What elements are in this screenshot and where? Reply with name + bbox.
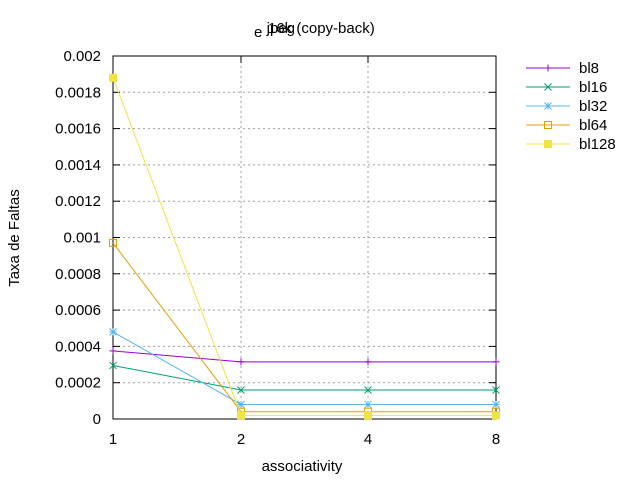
chart-title-rest: 16k (copy-back) [268, 20, 375, 37]
legend: bl8 bl16 bl32 bl64 bl128 [526, 60, 616, 153]
ticks-layer: 0 0.0002 0.0004 0.0006 0.0008 0.001 0.0012 0.00… [55, 48, 500, 448]
legend-item-bl32: bl32 [526, 98, 607, 115]
y-tick-label: 0.0008 [55, 266, 101, 283]
data-point-bl128 [109, 73, 117, 82]
data-point-bl16 [109, 361, 117, 370]
legend-label: bl8 [579, 60, 599, 77]
x-tick-label: 2 [237, 431, 245, 448]
legend-marker [544, 83, 552, 91]
data-point-bl32 [492, 400, 500, 409]
y-tick-label: 0.001 [63, 230, 101, 247]
series-line-bl64 [112, 242, 496, 413]
legend-item-bl8: bl8 [526, 60, 599, 77]
y-tick-label: 0.0006 [55, 302, 101, 319]
legend-marker [544, 64, 552, 72]
y-tick-label: 0.0004 [55, 338, 101, 355]
y-tick-label: 0 [93, 411, 101, 428]
data-point-bl32 [237, 400, 245, 409]
data-point-bl8 [237, 358, 245, 366]
legend-label: bl16 [579, 79, 607, 96]
data-point-bl8 [364, 358, 372, 366]
data-point-bl16 [364, 386, 372, 394]
series-bl8 [109, 347, 500, 366]
series-line-bl32 [112, 331, 496, 405]
y-tick-label: 0.0016 [55, 121, 101, 138]
data-point-bl32 [364, 400, 372, 409]
series-bl16 [109, 361, 500, 394]
data-point-bl16 [492, 386, 500, 394]
series-bl32 [109, 328, 500, 409]
y-tick-label: 0.0018 [55, 84, 101, 101]
data-point-bl8 [109, 347, 117, 355]
data-point-bl128 [492, 411, 500, 420]
series-bl64 [109, 238, 500, 416]
series-bl128 [109, 73, 500, 420]
series-line-bl8 [112, 350, 496, 363]
data-point-bl128 [237, 411, 245, 420]
legend-label: bl128 [579, 136, 616, 153]
legend-marker [544, 140, 552, 148]
legend-label: bl64 [579, 117, 607, 134]
chart-title-main: jpeg [266, 20, 295, 37]
y-tick-label: 0.0014 [55, 157, 101, 174]
data-point-bl64 [109, 238, 117, 247]
y-axis-title: Taxa de Faltas [6, 189, 23, 287]
chart-title-subscript: e [254, 24, 262, 41]
legend-label: bl32 [579, 98, 607, 115]
x-tick-label: 8 [492, 431, 500, 448]
y-tick-label: 0.002 [63, 48, 101, 65]
x-tick-label: 4 [364, 431, 372, 448]
y-tick-label: 0.0002 [55, 375, 101, 392]
data-point-bl8 [492, 358, 500, 366]
legend-item-bl16: bl16 [526, 79, 607, 96]
legend-item-bl64: bl64 [526, 117, 607, 134]
data-point-bl32 [109, 328, 117, 336]
legend-marker [544, 121, 552, 129]
series-line-bl16 [112, 364, 496, 391]
series-layer [109, 73, 500, 420]
x-tick-label: 1 [109, 431, 117, 448]
legend-marker [544, 102, 552, 110]
legend-item-bl128: bl128 [526, 136, 616, 153]
data-point-bl16 [237, 386, 245, 394]
y-tick-label: 0.0012 [55, 193, 101, 210]
x-axis-title: associativity [262, 458, 343, 475]
grid-layer [113, 56, 496, 419]
series-line-bl128 [112, 77, 496, 416]
data-point-bl128 [364, 411, 372, 420]
